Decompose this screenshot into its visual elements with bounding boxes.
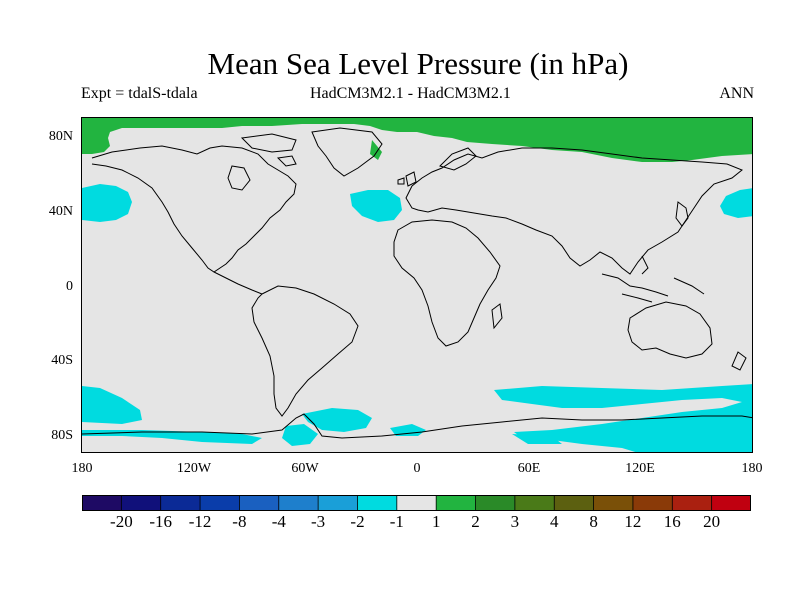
coastline-madagascar xyxy=(491,303,503,330)
north-pacific-west-negative xyxy=(82,184,132,222)
coastline-central-america xyxy=(213,271,263,295)
colorbar-label: 12 xyxy=(624,512,642,531)
colorbar-swatch xyxy=(396,495,437,511)
colorbar-label: 8 xyxy=(589,512,598,531)
colorbar-swatch xyxy=(239,495,280,511)
colorbar-label: 4 xyxy=(549,512,559,531)
map-panel xyxy=(81,117,753,453)
colorbar-label: -20 xyxy=(110,512,133,531)
coastline-arctic-islands xyxy=(240,133,297,167)
coastline-maritime-continent xyxy=(601,255,705,303)
coastline-new-zealand xyxy=(731,351,747,371)
colorbar-border xyxy=(82,495,751,511)
colorbar-label: -2 xyxy=(350,512,365,531)
lat-tick-label-80n: 80N xyxy=(48,129,73,144)
colorbar-swatch xyxy=(436,495,477,511)
southern-ocean-sw-negative xyxy=(82,430,262,444)
coastline-hudson-bay xyxy=(227,165,251,191)
lat-tick-label-40n: 40N xyxy=(48,204,73,219)
coastline-british-isles xyxy=(397,171,417,187)
lon-tick-label-60w: 60W xyxy=(291,461,319,476)
colorbar-swatch xyxy=(711,495,751,511)
season-label: ANN xyxy=(719,85,754,102)
colorbar-label: 1 xyxy=(431,512,441,531)
coastline-antarctica xyxy=(82,413,752,439)
pressure-map xyxy=(82,118,752,452)
colorbar-swatch xyxy=(593,495,634,511)
colorbar-label: 2 xyxy=(471,512,480,531)
colorbar-swatch xyxy=(632,495,673,511)
colorbar-swatch xyxy=(318,495,358,511)
coastline-japan xyxy=(675,201,689,227)
colorbar-label: 20 xyxy=(703,512,721,531)
colorbar-label: 16 xyxy=(663,512,681,531)
colorbar-label: -16 xyxy=(149,512,173,531)
lat-tick-label-80s: 80S xyxy=(51,428,73,443)
colorbar-label: -1 xyxy=(389,512,404,531)
colorbar-swatch xyxy=(200,495,240,511)
southern-ocean-atlantic-lower xyxy=(282,424,318,446)
coastline-scandinavia xyxy=(439,147,477,171)
colorbar-swatch xyxy=(475,495,516,511)
lon-tick-label-120e: 120E xyxy=(625,461,655,476)
colorbar-swatches xyxy=(82,495,751,511)
colorbar-label: -3 xyxy=(311,512,326,531)
coastline-australia xyxy=(627,301,713,359)
coastline-greenland xyxy=(311,127,383,177)
colorbar-swatch xyxy=(121,495,162,511)
southern-ocean-west-negative xyxy=(82,386,142,424)
lon-tick-label-60e: 60E xyxy=(517,461,541,476)
southern-ocean-atlantic-negative xyxy=(302,408,372,432)
arctic-positive-region xyxy=(82,118,752,162)
colorbar-swatch xyxy=(672,495,713,511)
southern-ocean-east-patch xyxy=(512,434,562,444)
lon-tick-label-0: 0 xyxy=(413,461,421,476)
colorbar-label: -4 xyxy=(271,512,286,531)
arctic-positive-patch xyxy=(370,140,382,160)
north-pacific-east-negative xyxy=(720,188,752,218)
colorbar-swatch xyxy=(514,495,555,511)
colorbar-label: -12 xyxy=(188,512,212,531)
model-comparison-label: HadCM3M2.1 - HadCM3M2.1 xyxy=(310,85,511,102)
colorbar-swatch xyxy=(160,495,201,511)
lon-tick-label-180e: 180 xyxy=(741,461,763,476)
coastline-north-america xyxy=(91,145,297,273)
lat-tick-label-equator: 0 xyxy=(66,279,73,294)
north-atlantic-negative xyxy=(350,190,402,222)
colorbar-swatch xyxy=(82,495,122,511)
lon-tick-label-180w: 180 xyxy=(71,461,93,476)
colorbar-swatch xyxy=(554,495,595,511)
coastlines xyxy=(82,127,752,439)
colorbar-label: 3 xyxy=(510,512,520,531)
experiment-label: Expt = tdalS-tdala xyxy=(81,85,198,102)
lon-tick-label-120w: 120W xyxy=(176,461,212,476)
colorbar-label: -8 xyxy=(232,512,247,531)
coastline-africa xyxy=(393,219,501,347)
plot-title: Mean Sea Level Pressure (in hPa) xyxy=(207,46,629,81)
colorbar-swatch xyxy=(357,495,398,511)
coastline-south-america xyxy=(251,285,359,417)
colorbar xyxy=(82,495,751,511)
southern-ocean-east-large xyxy=(494,384,752,452)
lat-tick-label-40s: 40S xyxy=(51,353,73,368)
colorbar-swatch xyxy=(278,495,319,511)
